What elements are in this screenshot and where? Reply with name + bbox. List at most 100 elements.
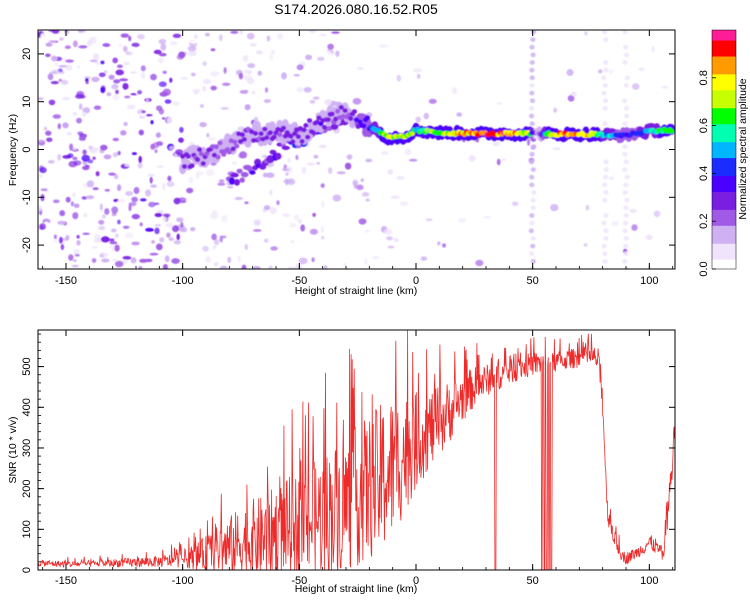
spectrogram-noise-blob: [64, 45, 71, 49]
spectrogram-noise-blob: [470, 84, 476, 89]
spectrogram-noise-blob: [88, 89, 96, 93]
spectrogram-noise-blob: [534, 77, 538, 84]
spectrogram-noise-blob: [281, 168, 290, 172]
colorbar-step: [712, 265, 736, 268]
colorbar-step: [712, 161, 736, 165]
spectrogram-y-label: Frequency (Hz): [7, 114, 19, 186]
spectrogram-column-blob: [603, 67, 609, 73]
spectrogram-ridge-cell: [669, 128, 675, 134]
spectrogram-noise-blob: [111, 206, 119, 214]
spectrogram-column-blob: [622, 151, 628, 157]
spectrogram-noise-blob: [399, 201, 409, 207]
colorbar-step: [712, 30, 736, 33]
spectrogram-noise-blob: [446, 206, 456, 210]
spectrogram-ridge-cell: [267, 130, 273, 136]
colorbar-step: [712, 69, 736, 73]
colorbar-step: [712, 99, 736, 103]
spectrogram-noise-blob: [303, 249, 312, 252]
spectrogram-column-blob: [602, 174, 609, 180]
spectrogram-ridge-cell: [198, 151, 204, 157]
spectrogram-column-blob: [623, 266, 629, 269]
spectrogram-noise-blob: [133, 187, 140, 194]
spectrogram-noise-blob: [582, 164, 592, 168]
spectrogram-noise-blob: [160, 43, 167, 51]
spectrogram-noise-blob: [223, 67, 227, 74]
spectrogram-noise-blob: [73, 160, 82, 166]
y-tick-label: 10: [21, 96, 33, 108]
spectrogram-noise-blob: [154, 227, 160, 235]
spectrogram-noise-blob: [145, 213, 152, 218]
spectrogram-noise-blob: [266, 172, 275, 178]
spectrogram-noise-blob: [158, 108, 165, 115]
spectrogram-column-blob: [623, 213, 629, 218]
spectrogram-noise-blob: [39, 165, 44, 173]
spectrogram-noise-blob: [175, 149, 184, 156]
spectrogram-noise-blob: [199, 122, 207, 128]
spectrogram-column-blob: [529, 106, 535, 111]
colorbar-step: [712, 267, 736, 270]
spectrogram-noise-blob: [124, 232, 134, 239]
spectrogram-column-blob: [529, 113, 535, 119]
spectrogram-noise-blob: [416, 73, 421, 79]
spectrogram-noise-blob: [332, 194, 342, 202]
colorbar-step: [712, 175, 736, 178]
spectrogram-noise-blob: [387, 245, 395, 249]
spectrogram-column-blob: [529, 174, 535, 180]
spectrogram-noise-blob: [89, 59, 98, 63]
spectrogram-noise-blob: [458, 217, 467, 223]
spectrogram-noise-blob: [342, 82, 348, 86]
spectrogram-column-blob: [530, 197, 536, 203]
spectrogram-noise-blob: [169, 77, 173, 83]
spectrogram-noise-blob: [269, 207, 277, 215]
spectrogram-noise-blob: [112, 258, 119, 262]
spectrogram-noise-blob: [115, 233, 119, 238]
spectrogram-column-blob: [602, 259, 608, 264]
spectrogram-branch-blob: [281, 145, 290, 150]
spectrogram-noise-blob: [141, 71, 145, 79]
spectrogram-ridge-cell: [290, 139, 296, 145]
colorbar-step: [712, 235, 736, 238]
spectrogram-noise-blob: [124, 163, 130, 167]
snr-x-ticks: -150 -100 -50 0 50 100: [42, 330, 674, 587]
spectrogram-noise-blob: [128, 46, 137, 54]
spectrogram-noise-blob: [138, 129, 144, 136]
colorbar-step: [712, 119, 736, 123]
spectrogram-noise-blob: [164, 255, 170, 263]
spectrogram-column-blob: [622, 121, 628, 127]
spectrogram-column-blob: [531, 144, 537, 150]
spectrogram-noise-blob: [252, 266, 261, 269]
spectrogram-noise-blob: [158, 188, 164, 193]
colorbar-step: [712, 127, 736, 131]
spectrogram-noise-blob: [249, 43, 257, 47]
spectrogram-noise-blob: [277, 32, 284, 40]
spectrogram-noise-blob: [661, 85, 669, 89]
spectrogram-noise-blob: [131, 152, 137, 156]
colorbar-step: [712, 213, 736, 216]
spectrogram-noise-blob: [305, 54, 313, 60]
spectrogram-column-blob: [529, 67, 535, 73]
spectrogram-noise-blob: [78, 45, 88, 49]
spectrogram-noise-blob: [161, 117, 166, 120]
colorbar-step: [712, 45, 736, 49]
spectrogram-noise-blob: [165, 222, 174, 228]
spectrogram-noise-blob: [244, 201, 249, 205]
spectrogram-ridge-cell: [361, 123, 367, 129]
spectrogram-noise-blob: [255, 50, 263, 55]
spectrogram-noise-blob: [294, 214, 300, 221]
colorbar-step: [712, 89, 736, 93]
colorbar-step: [712, 41, 736, 45]
spectrogram-noise-blob: [137, 34, 145, 40]
spectrogram-noise-blob: [294, 263, 303, 269]
spectrogram-noise-blob: [171, 258, 180, 264]
colorbar-step: [712, 115, 736, 119]
spectrogram-noise-blob: [195, 174, 199, 179]
x-tick-label: 100: [640, 275, 658, 287]
spectrogram-noise-blob: [65, 196, 71, 203]
spectrogram-noise-blob: [239, 89, 249, 94]
spectrogram-noise-blob: [58, 236, 63, 244]
spectrogram-noise-blob: [372, 255, 380, 260]
spectrogram-noise-blob: [89, 86, 96, 90]
spectrogram-column-blob: [603, 228, 609, 234]
colorbar-ticks: 0.0 0.2 0.4 0.6 0.8: [698, 70, 716, 277]
spectrogram-column-blob: [602, 182, 608, 188]
